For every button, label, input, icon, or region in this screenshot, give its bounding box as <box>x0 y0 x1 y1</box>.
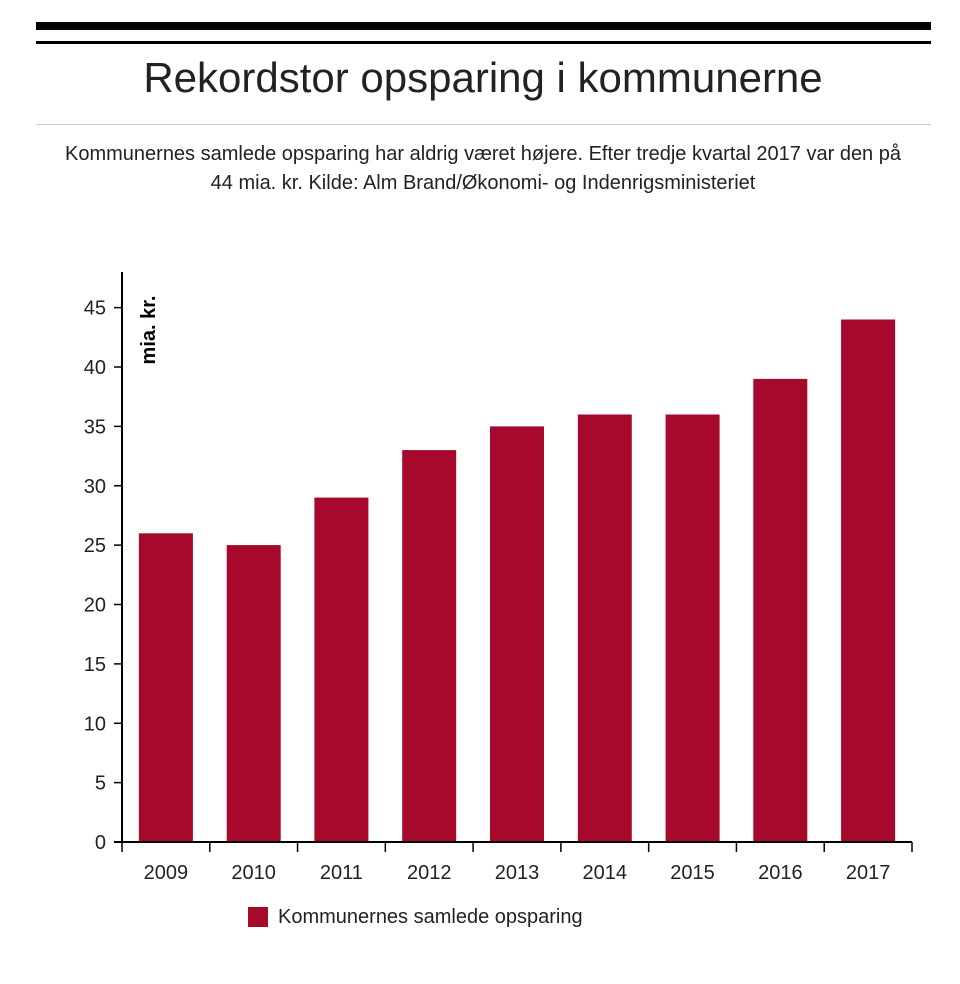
y-tick-label-35: 35 <box>84 416 106 438</box>
legend[interactable]: Kommunernes samlede opsparing <box>248 902 583 932</box>
y-tick-label-15: 15 <box>84 654 106 676</box>
bar-2014[interactable] <box>577 414 632 843</box>
y-axis-label: mia. kr. <box>138 296 160 365</box>
bar-2017[interactable] <box>841 319 896 843</box>
bar-2012[interactable] <box>402 450 457 842</box>
x-tick-label-2010: 2010 <box>231 862 276 884</box>
bar-chart: 0 5 10 15 20 25 30 35 40 45 2009 2010 2011 2012 2013 20… <box>84 272 913 884</box>
title-divider <box>36 124 931 125</box>
x-tick-label-2015: 2015 <box>670 862 715 884</box>
x-tick-label-2012: 2012 <box>407 862 452 884</box>
y-tick-label-30: 30 <box>84 476 106 498</box>
chart-subtitle: Kommunernes samlede opsparing har aldrig… <box>65 143 901 194</box>
bar-2013[interactable] <box>490 426 544 842</box>
bar-2015[interactable] <box>665 414 720 843</box>
top-rule-thin <box>36 41 931 44</box>
y-tick-label-20: 20 <box>84 595 106 617</box>
y-tick-label-25: 25 <box>84 535 106 557</box>
y-tick-label-10: 10 <box>84 713 106 735</box>
bar-2010[interactable] <box>226 545 281 842</box>
bar-2009[interactable] <box>138 533 193 843</box>
top-rule-thick <box>36 22 931 30</box>
x-tick-label-2011: 2011 <box>320 862 363 884</box>
bar-2011[interactable] <box>314 497 369 842</box>
x-tick-label-2013: 2013 <box>495 862 540 884</box>
y-tick-label-0: 0 <box>95 832 106 854</box>
y-tick-label-40: 40 <box>84 357 106 379</box>
x-tick-label-2017: 2017 <box>846 862 891 884</box>
y-tick-label-45: 45 <box>84 298 106 320</box>
bar-2016[interactable] <box>753 378 808 842</box>
y-tick-label-5: 5 <box>95 773 106 795</box>
legend-label: Kommunernes samlede opsparing <box>278 905 583 928</box>
x-tick-label-2014: 2014 <box>583 862 628 884</box>
chart-title: Rekordstor opsparing i kommunerne <box>143 54 823 101</box>
x-tick-label-2016: 2016 <box>758 862 803 884</box>
legend-swatch <box>248 907 268 927</box>
x-tick-label-2009: 2009 <box>144 862 189 884</box>
